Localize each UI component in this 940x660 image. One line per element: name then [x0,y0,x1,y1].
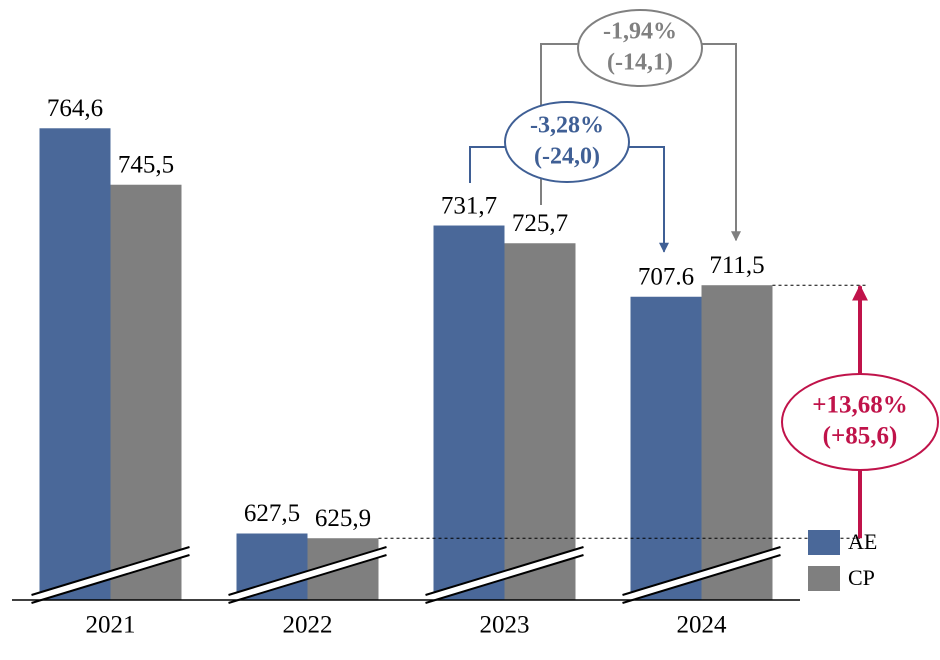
bar [701,285,773,600]
axis-break [31,547,190,603]
value-label: 707.6 [638,263,694,290]
bar [110,184,182,600]
axis-break [228,546,387,596]
value-label: 731,7 [441,192,497,219]
annotation-text: (+85,6) [823,423,898,450]
axis-break [425,547,584,603]
legend-label: AE [848,529,877,554]
legend-swatch [808,530,840,555]
axis-break [425,546,584,596]
annotation-text: -1,94% [603,19,677,45]
annotation-text: +13,68% [812,392,908,419]
bar [39,128,111,600]
annotation-text: (-14,1) [607,50,673,76]
x-tick-label: 2024 [677,612,728,639]
bar [433,225,505,600]
annotation-bubble [577,9,703,87]
value-label: 725,7 [512,210,568,237]
annotation-bubble [504,101,630,183]
bar [504,243,576,601]
axis-break [622,547,781,603]
axis-break [622,546,781,596]
axis-break [228,547,387,603]
annotation-text: -3,28% [530,113,604,139]
legend-label: CP [848,565,875,590]
axis-break [31,546,190,596]
value-label: 745,5 [118,151,174,178]
bar [630,296,702,600]
x-tick-label: 2022 [283,612,333,639]
value-label: 625,9 [315,505,371,532]
value-label: 764,6 [47,95,103,122]
value-label: 711,5 [709,252,764,279]
legend-swatch [808,566,840,591]
annotation-text: (-24,0) [534,144,600,170]
x-tick-label: 2023 [480,612,530,639]
x-tick-label: 2021 [86,612,136,639]
axis-break [31,554,190,604]
value-label: 627,5 [244,500,300,527]
axis-break [228,554,387,604]
axis-break [622,554,781,604]
axis-break [425,554,584,604]
annotation-bubble [781,373,939,471]
